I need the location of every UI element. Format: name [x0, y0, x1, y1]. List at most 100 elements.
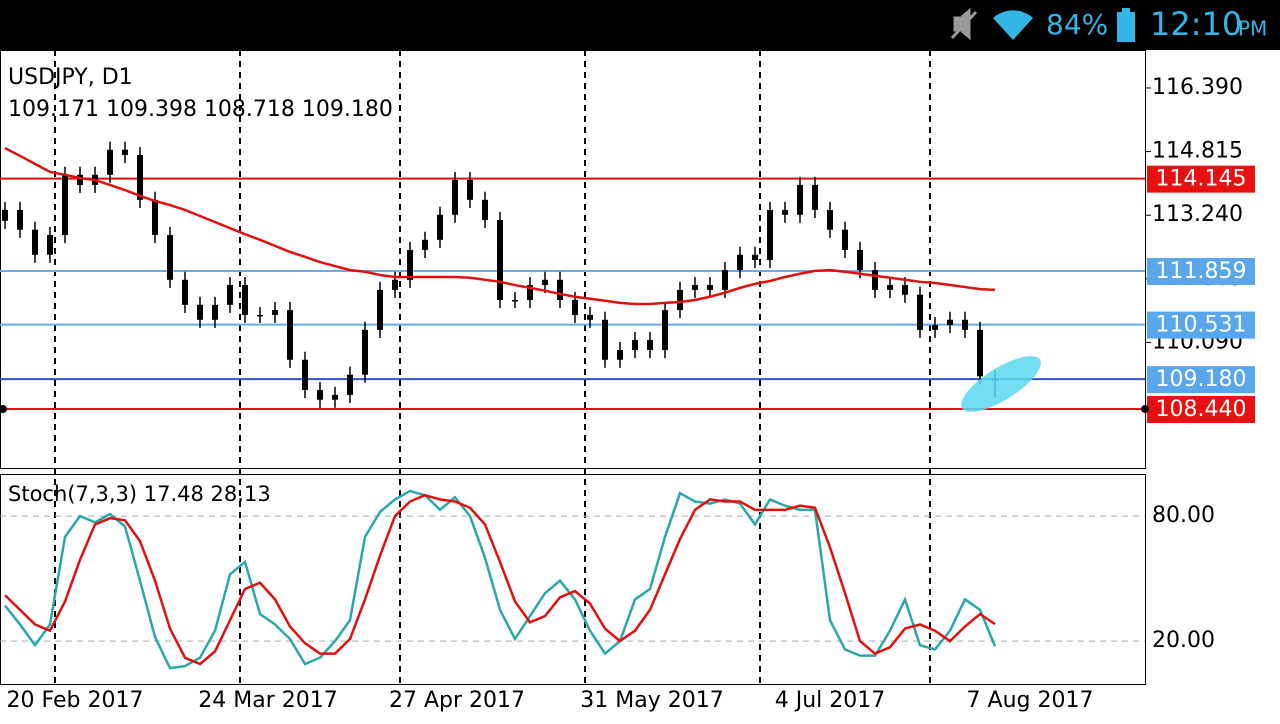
candle-body [647, 339, 653, 351]
candle-body [497, 220, 503, 300]
x-tick-label: 24 Mar 2017 [198, 688, 337, 713]
candle-body [632, 339, 638, 351]
candle-body [77, 174, 83, 185]
chart-title: USDJPY, D1 [8, 65, 133, 90]
candle-body [917, 294, 923, 330]
candle-body [392, 279, 398, 290]
candle-body [422, 239, 428, 250]
candle-body [482, 199, 488, 221]
candle-body [242, 285, 248, 315]
annotation-ellipse [961, 356, 1041, 412]
candle-body [107, 149, 113, 175]
level-label: 114.145 [1156, 167, 1247, 192]
candle-body [737, 254, 743, 271]
level-anchor [0, 405, 7, 414]
candle-body [257, 314, 263, 317]
clock: 12:10 [1150, 5, 1242, 43]
candle-body [377, 289, 383, 330]
main-panel [0, 50, 1146, 469]
wifi-icon [993, 10, 1033, 40]
candle-body [137, 155, 143, 200]
candle-body [407, 249, 413, 280]
candle-body [332, 394, 338, 400]
candle-body [662, 310, 668, 351]
candle-body [902, 285, 908, 295]
battery-text: 84% [1046, 8, 1108, 41]
candle-body [872, 270, 878, 290]
candle-body [812, 184, 818, 210]
candle-body [362, 329, 368, 375]
candle-body [572, 299, 578, 315]
ma-line [4, 147, 996, 306]
candle-body [272, 310, 278, 315]
stoch-title: Stoch(7,3,3) 17.48 28.13 [8, 482, 271, 506]
candle-body [302, 359, 308, 391]
level-label-box [1147, 366, 1255, 394]
candle-body [62, 174, 68, 235]
candle-body [587, 314, 593, 320]
x-tick-label: 20 Feb 2017 [7, 688, 144, 713]
candle-body [287, 310, 293, 360]
candle-body [467, 180, 473, 200]
level-label-box [1147, 311, 1255, 339]
x-tick-label: 31 May 2017 [580, 688, 723, 713]
candle-body [932, 325, 938, 330]
y-tick-label: 20.00 [1152, 628, 1215, 653]
candle-body [677, 289, 683, 311]
candle-body [542, 279, 548, 286]
candle-body [842, 229, 848, 250]
x-tick-label: 27 Apr 2017 [389, 688, 525, 713]
stoch-panel [0, 474, 1146, 685]
candle-body [947, 319, 953, 326]
level-label-box [1147, 257, 1255, 285]
candle-body [347, 374, 353, 395]
candle-body [182, 279, 188, 305]
period-separators [54, 50, 931, 684]
candle-body [452, 180, 458, 215]
y-tick-label: 113.240 [1152, 202, 1243, 227]
candle-body [317, 390, 323, 400]
candle-body [47, 234, 53, 255]
battery-tip [1122, 8, 1130, 13]
candle-body [707, 285, 713, 290]
candle-body [122, 149, 128, 156]
stoch-chart: 80.00 20.00 [0, 489, 1215, 670]
candle-body [617, 350, 623, 360]
candle-body [212, 304, 218, 320]
stoch-line [4, 489, 997, 670]
candle-body [17, 209, 23, 230]
candle-body [782, 209, 788, 215]
candle-body [2, 209, 8, 221]
level-label-box [1147, 165, 1255, 193]
candle-body [512, 299, 518, 302]
candle-body [692, 285, 698, 290]
candle-body [827, 209, 833, 230]
level-anchor [1141, 405, 1149, 414]
candle-body [962, 319, 968, 330]
y-tick-label: 114.815 [1152, 139, 1243, 164]
candle-body [767, 209, 773, 261]
clock-ampm: PM [1238, 17, 1267, 41]
candle-body [197, 304, 203, 320]
candle-body [167, 234, 173, 280]
level-label-box [1147, 396, 1255, 424]
x-tick-label: 7 Aug 2017 [967, 688, 1094, 713]
y-tick-label: 80.00 [1152, 503, 1215, 528]
battery-icon [1117, 12, 1135, 42]
candle-body [152, 199, 158, 235]
candle-body [722, 270, 728, 290]
candle-body [602, 319, 608, 360]
candle-body [437, 214, 443, 240]
mute-icon [950, 7, 978, 41]
level-label: 109.180 [1156, 367, 1247, 392]
candle-body [227, 285, 233, 305]
ohlc-text: 109.171 109.398 108.718 109.180 [8, 97, 393, 122]
status-bar [0, 0, 1280, 50]
candle-body [977, 329, 983, 377]
candle-body [887, 285, 893, 290]
level-label: 108.440 [1156, 397, 1247, 422]
candle-body [557, 279, 563, 300]
candle-body [857, 249, 863, 271]
main-chart: 116.390114.815113.240111.665110.090114.1… [0, 75, 1255, 424]
